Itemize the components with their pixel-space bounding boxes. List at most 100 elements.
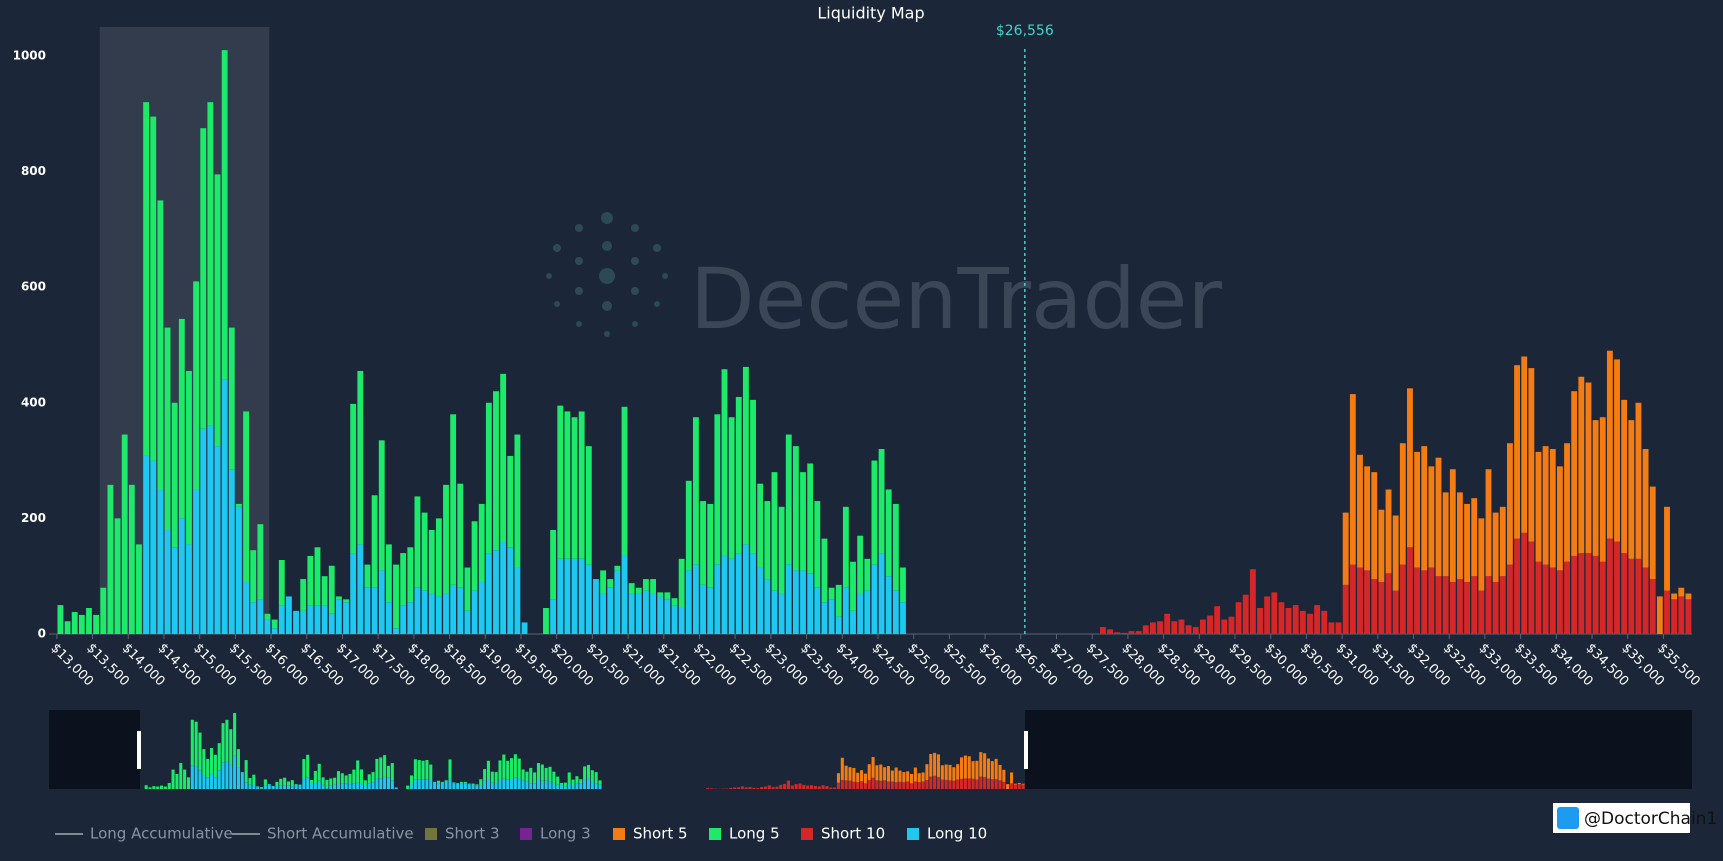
bar: [1178, 619, 1185, 634]
navigator-bar: [940, 765, 944, 780]
navigator-bar: [948, 780, 952, 789]
bar: [771, 590, 778, 634]
navigator-bar: [975, 760, 979, 780]
logo-dot: [604, 331, 610, 337]
bar: [200, 428, 207, 634]
legend-swatch[interactable]: [709, 828, 721, 840]
bar: [1442, 576, 1449, 634]
navigator-bar: [883, 780, 887, 789]
legend-swatch[interactable]: [801, 828, 813, 840]
navigator-bar: [221, 723, 225, 763]
bar: [1628, 420, 1635, 559]
bar: [385, 544, 392, 603]
bar: [1535, 561, 1542, 634]
navigator-bar: [310, 779, 314, 783]
navigator-bar: [171, 769, 175, 789]
bar: [1592, 555, 1599, 634]
bar: [86, 607, 92, 634]
bar: [285, 596, 292, 634]
navigator-bar: [536, 763, 540, 780]
navigator-bar: [444, 780, 448, 781]
legend-label[interactable]: Short 3: [445, 825, 500, 843]
navigator-bar: [444, 780, 448, 789]
bar: [1464, 503, 1471, 582]
bar: [278, 605, 285, 634]
bar: [1214, 606, 1221, 634]
bar: [864, 558, 871, 591]
navigator-bar: [267, 784, 271, 789]
legend-label[interactable]: Short 10: [821, 825, 885, 843]
legend-label[interactable]: Long 5: [729, 825, 780, 843]
navigator-bar: [571, 779, 575, 786]
legend-swatch[interactable]: [613, 828, 625, 840]
bar: [1642, 567, 1649, 634]
navigator-bar: [748, 787, 752, 789]
legend-swatch[interactable]: [907, 828, 919, 840]
logo-dot: [631, 224, 639, 232]
bar: [621, 555, 628, 634]
navigator-bar: [490, 782, 494, 789]
bar: [1142, 625, 1149, 634]
navigator-bar: [494, 782, 498, 789]
navigator-bar: [386, 765, 390, 778]
legend-label[interactable]: Short 5: [633, 825, 688, 843]
navigator-bar: [852, 767, 856, 782]
bar: [1171, 621, 1178, 634]
bar: [671, 605, 678, 634]
navigator-bar: [871, 757, 875, 778]
legend-swatch[interactable]: [425, 828, 437, 840]
navigator-bar: [179, 763, 183, 789]
navigator-bar: [929, 754, 933, 777]
bar: [1464, 581, 1471, 634]
bar: [264, 613, 271, 620]
navigator-bar: [425, 760, 429, 780]
navigator-bar: [879, 764, 883, 781]
navigator-bar: [952, 780, 956, 789]
bar: [1392, 590, 1399, 634]
navigator-bar: [456, 782, 460, 784]
navigator-bar: [544, 780, 548, 789]
bar: [485, 402, 492, 554]
bar: [378, 570, 385, 634]
navigator-bar: [894, 782, 898, 789]
navigator-bar: [583, 779, 587, 789]
navigator-bar: [971, 761, 975, 779]
bar: [1099, 627, 1106, 634]
bar: [1521, 356, 1528, 533]
bar: [1357, 454, 1363, 568]
bar: [571, 558, 578, 634]
navigator-bar: [429, 764, 433, 780]
navigator-bar: [348, 773, 352, 785]
navigator-handle[interactable]: [137, 731, 141, 769]
bar: [1571, 555, 1578, 634]
logo-dot: [602, 301, 612, 311]
navigator-bar: [548, 766, 552, 782]
navigator-bar: [475, 784, 479, 786]
legend-label[interactable]: Short Accumulative: [267, 825, 414, 843]
navigator-bar: [890, 770, 894, 782]
bar: [1578, 553, 1585, 634]
navigator-bar: [863, 773, 867, 784]
navigator-handle[interactable]: [1024, 731, 1028, 769]
navigator-bar: [917, 782, 921, 789]
bar: [1528, 368, 1535, 542]
bar: [186, 370, 192, 545]
bar: [478, 503, 485, 582]
legend-label[interactable]: Long 3: [540, 825, 591, 843]
legend-label[interactable]: Long 10: [927, 825, 987, 843]
legend-swatch[interactable]: [520, 828, 532, 840]
navigator-bar: [156, 786, 160, 789]
bar: [400, 605, 407, 634]
navigator-bar: [575, 783, 579, 789]
bar: [221, 379, 228, 634]
navigator-bar: [917, 773, 921, 783]
legend-label[interactable]: Long Accumulative: [90, 825, 233, 843]
bar: [407, 602, 414, 634]
bar: [1221, 619, 1228, 634]
navigator-bar: [290, 786, 294, 789]
bar: [357, 544, 364, 634]
navigator-bar: [1010, 772, 1014, 784]
bar: [885, 576, 892, 634]
navigator-bar: [286, 781, 290, 786]
navigator-bar: [367, 774, 371, 784]
